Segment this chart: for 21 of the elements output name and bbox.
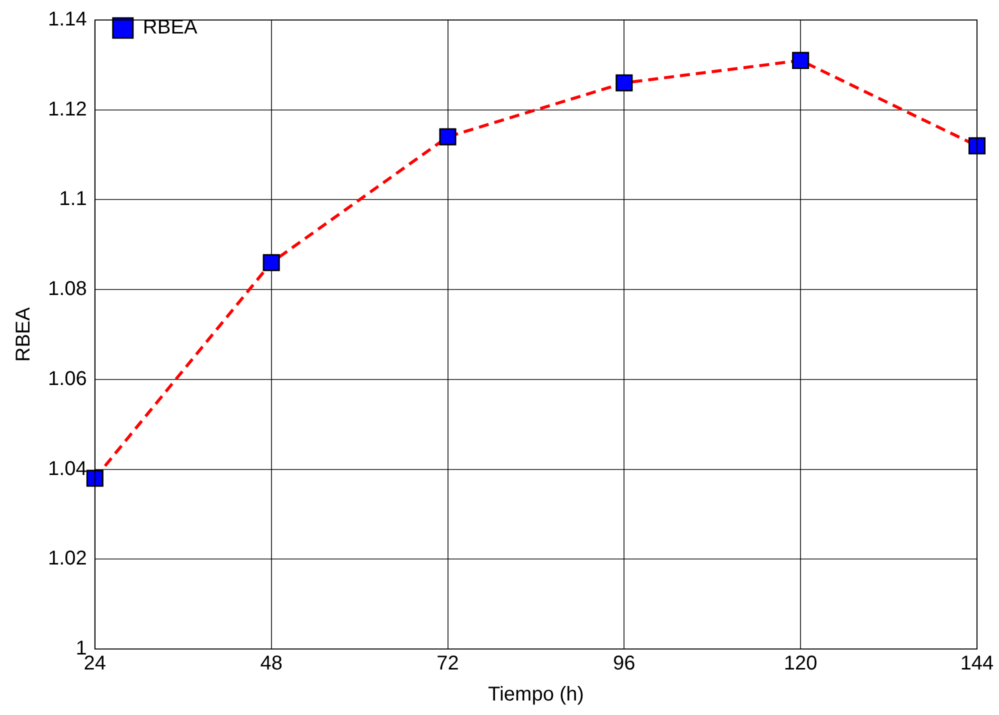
- y-tick-label: 1.14: [48, 8, 87, 31]
- x-tick-label: 120: [784, 652, 818, 675]
- y-tick-label: 1.12: [48, 98, 87, 120]
- x-axis-title: Tiempo (h): [488, 684, 584, 706]
- point: [86, 470, 104, 487]
- point: [968, 137, 986, 154]
- y-tick-label: 1.04: [48, 458, 87, 480]
- y-tick-label: 1.08: [48, 278, 87, 300]
- point: [616, 74, 633, 92]
- x-tick-label: 144: [960, 652, 994, 675]
- y-tick-label: 1.02: [48, 548, 87, 570]
- point: [439, 128, 456, 146]
- point: [792, 52, 810, 69]
- x-tick-label: 48: [260, 652, 282, 675]
- y-tick-label: 1.1: [59, 188, 87, 210]
- x-tick-label: 72: [436, 652, 459, 675]
- x-tick-label: 96: [613, 652, 636, 675]
- x-tick-label: 24: [84, 652, 106, 675]
- y-tick-label: 1.06: [48, 368, 87, 390]
- y-axis-title: RBEA: [12, 306, 35, 362]
- point: [262, 254, 280, 272]
